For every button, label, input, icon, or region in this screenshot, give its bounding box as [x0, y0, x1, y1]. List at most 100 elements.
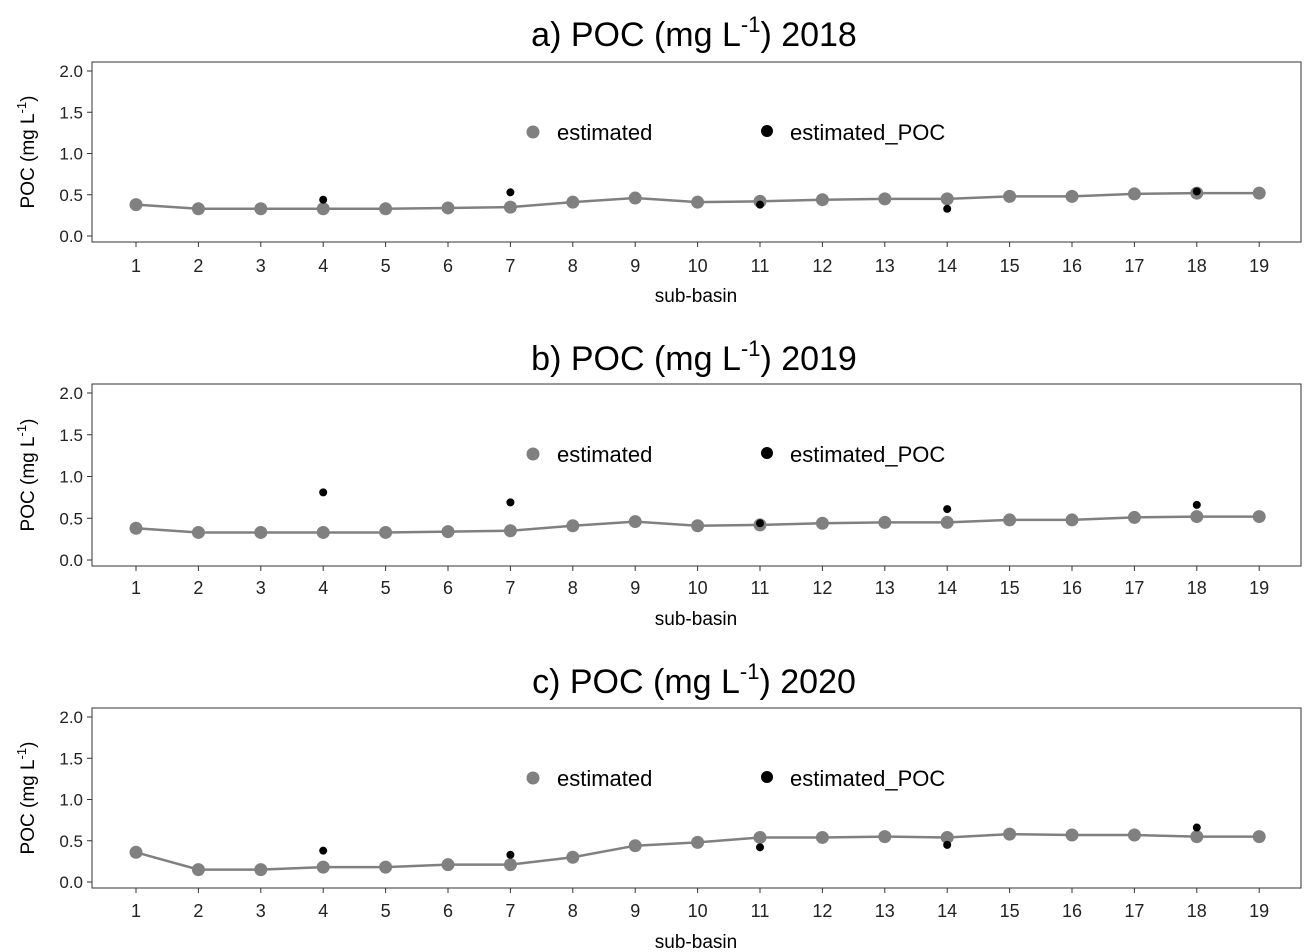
x-tick-label: 2 [193, 256, 203, 276]
legend: estimated estimated_POC [526, 766, 945, 791]
x-tick-label: 8 [568, 901, 578, 921]
y-tick-label: 1.5 [59, 749, 83, 768]
x-tick-label: 17 [1124, 256, 1144, 276]
x-tick-label: 6 [443, 901, 453, 921]
x-tick-label: 9 [630, 256, 640, 276]
point-estimated [940, 192, 954, 206]
point-estimated [628, 515, 642, 529]
point-estimated [878, 192, 892, 206]
y-axis-label-text: POC (mg L [18, 113, 39, 208]
point-estimated-poc [1192, 187, 1201, 196]
x-tick-label: 12 [812, 256, 832, 276]
x-tick-label: 19 [1249, 578, 1269, 598]
x-tick-label: 19 [1249, 901, 1269, 921]
point-estimated [1003, 513, 1017, 527]
y-axis-label-superscript: -1 [14, 425, 29, 437]
point-estimated [129, 198, 143, 212]
y-axis-label: POC (mg L-1) [14, 742, 39, 855]
plot-frame [91, 707, 1302, 889]
point-estimated [691, 195, 705, 209]
x-tick-label: 3 [256, 256, 266, 276]
point-estimated [566, 195, 580, 209]
y-axis-label-superscript: -1 [14, 748, 29, 760]
point-estimated-poc [319, 846, 328, 855]
y-tick-label: 0.5 [59, 832, 83, 851]
x-tick-label: 7 [505, 578, 515, 598]
y-tick-label: 2.0 [59, 384, 83, 403]
y-axis-label-superscript: -1 [14, 102, 29, 114]
legend-label-estimated-poc: estimated_POC [790, 120, 945, 145]
point-estimated [316, 525, 330, 539]
title-suffix: ) 2018 [760, 16, 856, 54]
point-estimated [503, 200, 517, 214]
x-tick-label: 6 [443, 256, 453, 276]
y-axis-label-close: ) [18, 742, 39, 748]
x-tick-label: 3 [256, 901, 266, 921]
panel-title: c) POC (mg L-1) 2020 [532, 659, 856, 701]
x-tick-label: 17 [1124, 901, 1144, 921]
point-estimated [815, 830, 829, 844]
point-estimated [1127, 187, 1141, 201]
point-estimated-poc [943, 840, 952, 849]
x-tick-label: 16 [1062, 901, 1082, 921]
legend-key-estimated [526, 771, 540, 785]
y-tick-label: 1.0 [59, 791, 83, 810]
y-tick-label: 2.0 [59, 708, 83, 727]
y-tick-label: 1.5 [59, 103, 83, 122]
point-estimated [1065, 828, 1079, 842]
x-tick-label: 1 [131, 256, 141, 276]
x-tick-label: 5 [381, 256, 391, 276]
point-estimated [1190, 830, 1204, 844]
x-tick-label: 8 [568, 578, 578, 598]
x-axis-label: sub-basin [655, 286, 737, 307]
legend-label-estimated: estimated [557, 120, 652, 145]
legend: estimated estimated_POC [526, 442, 945, 467]
x-tick-label: 18 [1187, 901, 1207, 921]
point-estimated [129, 845, 143, 859]
point-estimated [441, 858, 455, 872]
x-tick-label: 11 [751, 901, 770, 921]
x-tick-label: 19 [1249, 256, 1269, 276]
title-suffix: ) 2019 [760, 340, 856, 378]
point-estimated-poc [319, 195, 328, 204]
legend: estimated estimated_POC [526, 120, 945, 145]
point-estimated [1127, 510, 1141, 524]
point-estimated [503, 524, 517, 538]
title-text: b) POC (mg L [531, 340, 741, 378]
point-estimated [379, 525, 393, 539]
y-tick-label: 0.5 [59, 186, 83, 205]
x-tick-label: 15 [1000, 578, 1020, 598]
y-tick-label: 1.0 [59, 468, 83, 487]
title-superscript: -1 [741, 336, 761, 361]
x-tick-label: 18 [1187, 256, 1207, 276]
point-estimated [815, 516, 829, 530]
point-estimated-poc [506, 188, 515, 197]
point-estimated [1127, 828, 1141, 842]
x-tick-label: 15 [1000, 901, 1020, 921]
x-tick-label: 13 [875, 901, 895, 921]
x-tick-label: 18 [1187, 578, 1207, 598]
point-estimated-poc [319, 488, 328, 497]
point-estimated-poc [1192, 823, 1201, 832]
x-tick-label: 11 [751, 256, 770, 276]
x-tick-label: 10 [688, 901, 708, 921]
x-tick-label: 10 [688, 578, 708, 598]
point-estimated [940, 515, 954, 529]
title-text: c) POC (mg L [532, 663, 740, 701]
point-estimated [566, 519, 580, 533]
point-estimated [1003, 827, 1017, 841]
point-estimated [191, 202, 205, 216]
point-estimated [379, 860, 393, 874]
point-estimated [1065, 189, 1079, 203]
y-tick-label: 0.0 [59, 551, 83, 570]
point-estimated [878, 515, 892, 529]
point-estimated-poc [756, 843, 764, 852]
legend-key-estimated-poc [761, 125, 773, 137]
y-tick-label: 1.5 [59, 426, 83, 445]
point-estimated [441, 525, 455, 539]
point-estimated [940, 830, 954, 844]
point-estimated [254, 525, 268, 539]
point-estimated-poc [506, 850, 515, 859]
